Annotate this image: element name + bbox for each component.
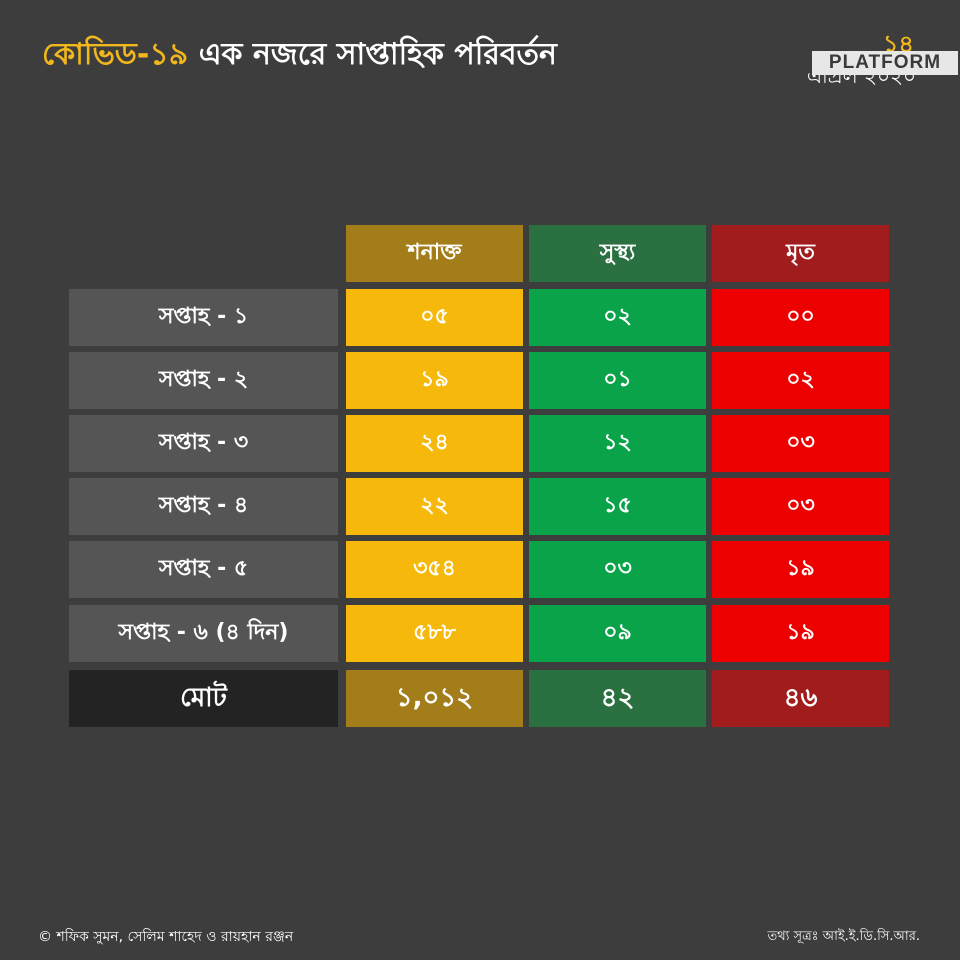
row-label: সপ্তাহ - ৫ (69, 541, 338, 598)
cell-deaths: ০০ (712, 289, 889, 346)
source-text: তথ্য সূত্রঃ আই.ই.ডি.সি.আর. (767, 929, 920, 944)
platform-logo: PLATFORM (812, 51, 958, 75)
row-label: সপ্তাহ - ৩ (69, 415, 338, 472)
total-detected: ১,০১২ (346, 670, 523, 727)
title-rest: এক নজরে সাপ্তাহিক পরিবর্তন (198, 37, 557, 72)
title-accent: কোভিড-১৯ (42, 37, 189, 72)
header-recovered: সুস্থ্য (529, 225, 706, 282)
cell-detected: ৩৫৪ (346, 541, 523, 598)
cell-recovered: ০৯ (529, 605, 706, 662)
cell-recovered: ০২ (529, 289, 706, 346)
cell-detected: ২৪ (346, 415, 523, 472)
cell-detected: ১৯ (346, 352, 523, 409)
row-label: সপ্তাহ - ৬ (৪ দিন) (69, 605, 338, 662)
cell-deaths: ০৩ (712, 415, 889, 472)
credit-text: © শফিক সুমন, সেলিম শাহেদ ও রায়হান রঞ্জন (38, 929, 294, 945)
cell-recovered: ০১ (529, 352, 706, 409)
total-recovered: ৪২ (529, 670, 706, 727)
cell-recovered: ১৫ (529, 478, 706, 535)
row-label: সপ্তাহ - ৪ (69, 478, 338, 535)
header-deaths: মৃত (712, 225, 889, 282)
cell-detected: ৫৮৮ (346, 605, 523, 662)
cell-deaths: ০৩ (712, 478, 889, 535)
row-label: সপ্তাহ - ১ (69, 289, 338, 346)
total-label: মোট (69, 670, 338, 727)
cell-detected: ২২ (346, 478, 523, 535)
header-detected: শনাক্ত (346, 225, 523, 282)
cell-deaths: ১৯ (712, 605, 889, 662)
cell-deaths: ১৯ (712, 541, 889, 598)
cell-recovered: ০৩ (529, 541, 706, 598)
total-deaths: ৪৬ (712, 670, 889, 727)
row-label: সপ্তাহ - ২ (69, 352, 338, 409)
cell-detected: ০৫ (346, 289, 523, 346)
cell-recovered: ১২ (529, 415, 706, 472)
cell-deaths: ০২ (712, 352, 889, 409)
page-title: কোভিড-১৯ এক নজরে সাপ্তাহিক পরিবর্তন (42, 30, 557, 81)
